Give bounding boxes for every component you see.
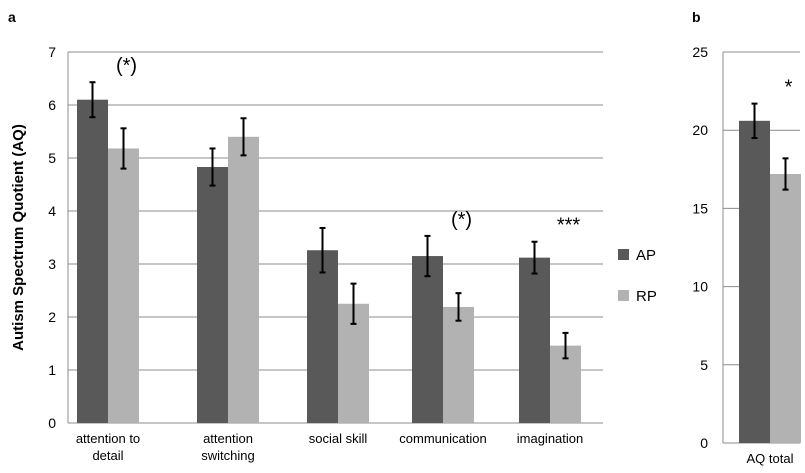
panel-b-ytick-label: 20 xyxy=(692,122,708,138)
panel-b-ytick-label: 10 xyxy=(692,279,708,295)
panel-a-ytick-label: 4 xyxy=(48,203,56,219)
panel-a-ytick-label: 6 xyxy=(48,97,56,113)
panel-a-bar-ap xyxy=(197,167,228,423)
panel-a-category-label: imagination xyxy=(517,431,584,446)
panel-a-bar-ap xyxy=(307,250,338,423)
panel-a-bar-ap xyxy=(412,256,443,423)
panel-b-category-label: AQ total xyxy=(747,451,794,466)
panel-a-category-label: detail xyxy=(92,448,123,463)
panel-a-ytick-label: 3 xyxy=(48,256,56,272)
legend-label-rp: RP xyxy=(636,288,657,305)
panel-a-bar-rp xyxy=(228,136,259,424)
legend-label-ap: AP xyxy=(636,247,656,264)
panel-a-ytick-label: 2 xyxy=(48,309,56,325)
panel-b-ytick-label: 0 xyxy=(700,435,708,451)
panel-a-label: a xyxy=(8,9,16,25)
panel-a-category-label: attention xyxy=(203,431,253,446)
panel-b-ytick-label: 25 xyxy=(692,44,708,60)
panel-a-significance-label: (*) xyxy=(451,209,472,231)
legend-swatch-ap xyxy=(618,249,629,260)
panel-a-bar-rp xyxy=(108,148,139,423)
panel-a-bar-rp xyxy=(443,306,474,423)
panel-a-y-axis-title: Autism Spectrum Quotient (AQ) xyxy=(10,124,27,351)
panel-b-ytick-label: 15 xyxy=(692,200,708,216)
panel-b-ytick-label: 5 xyxy=(700,357,708,373)
panel-a-bar-ap xyxy=(77,99,108,423)
panel-a-category-label: social skill xyxy=(309,431,368,446)
panel-b-bar-ap xyxy=(739,120,770,443)
panel-a-category-label: attention to xyxy=(76,431,140,446)
panel-b-bar-rp xyxy=(770,173,801,443)
panel-b-label: b xyxy=(692,9,701,25)
panel-a-ytick-label: 5 xyxy=(48,150,56,166)
panel-a-bar-ap xyxy=(519,257,550,423)
panel-a-category-label: communication xyxy=(399,431,486,446)
panel-a-ytick-label: 7 xyxy=(48,44,56,60)
legend-swatch-rp xyxy=(618,290,629,301)
panel-b-significance-label: * xyxy=(785,77,793,99)
panel-a-significance-label: *** xyxy=(557,215,581,237)
panel-a-significance-label: (*) xyxy=(116,55,137,77)
panel-a-ytick-label: 1 xyxy=(48,362,56,378)
panel-a-ytick-label: 0 xyxy=(48,415,56,431)
panel-a-category-label: switching xyxy=(201,448,254,463)
